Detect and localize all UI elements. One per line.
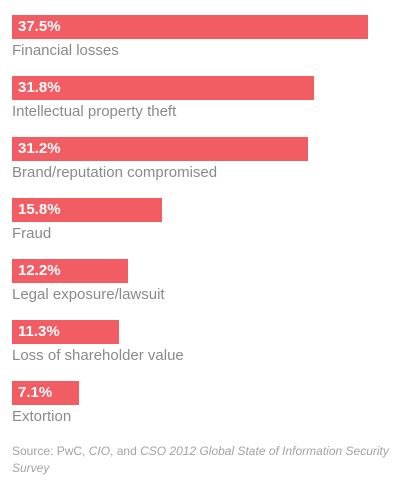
category-label: Loss of shareholder value [12, 347, 184, 364]
source-survey-title: CSO 2012 Global State of Information Sec… [12, 444, 389, 475]
bar-row: 37.5% Financial losses [12, 15, 402, 76]
bar-value-label: 11.3% [18, 323, 60, 340]
category-label: Intellectual property theft [12, 103, 177, 120]
bar-value-label: 31.8% [18, 79, 61, 96]
bar-row: 12.2% Legal exposure/lawsuit [12, 259, 402, 320]
category-label: Fraud [12, 225, 52, 242]
bar: 31.2% [12, 137, 308, 161]
category-label: Brand/reputation compromised [12, 164, 218, 181]
bar: 31.8% [12, 76, 314, 100]
bar: 11.3% [12, 320, 119, 344]
bar-row: 7.1% Extortion [12, 381, 402, 442]
bar-value-label: 31.2% [18, 140, 61, 157]
source-prefix: Source: PwC, [12, 444, 89, 458]
category-label: Extortion [12, 408, 72, 425]
bar-value-label: 15.8% [18, 201, 61, 218]
bar: 7.1% [12, 381, 79, 405]
category-label: Legal exposure/lawsuit [12, 286, 165, 303]
bar-row: 11.3% Loss of shareholder value [12, 320, 402, 381]
source-and: , and [110, 444, 141, 458]
bar-row: 31.8% Intellectual property theft [12, 76, 402, 137]
bar-row: 15.8% Fraud [12, 198, 402, 259]
bar: 12.2% [12, 259, 128, 283]
bar: 37.5% [12, 15, 368, 39]
bar-value-label: 12.2% [18, 262, 61, 279]
category-label: Financial losses [12, 42, 119, 59]
bar-value-label: 7.1% [18, 384, 53, 401]
bar-row: 31.2% Brand/reputation compromised [12, 137, 402, 198]
source-note: Source: PwC, CIO, and CSO 2012 Global St… [12, 443, 392, 477]
bar-value-label: 37.5% [18, 18, 61, 35]
bar: 15.8% [12, 198, 162, 222]
source-cio: CIO [88, 444, 111, 458]
